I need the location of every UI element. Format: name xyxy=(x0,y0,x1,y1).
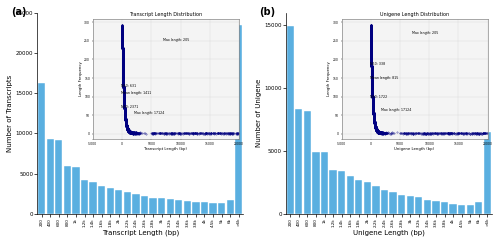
Bar xyxy=(90,182,96,214)
Bar xyxy=(115,190,122,214)
Bar xyxy=(432,201,440,214)
Y-axis label: Number of Transcripts: Number of Transcripts xyxy=(7,75,13,152)
Bar xyxy=(330,170,337,214)
Text: (a): (a) xyxy=(10,7,26,17)
Bar xyxy=(364,182,371,214)
Bar xyxy=(175,200,182,214)
Y-axis label: Number of Unigene: Number of Unigene xyxy=(256,79,262,147)
Bar xyxy=(441,202,448,214)
Bar xyxy=(55,140,62,214)
Bar xyxy=(132,194,140,214)
Bar xyxy=(312,152,320,214)
Bar xyxy=(210,203,216,214)
Bar xyxy=(286,26,294,214)
Bar xyxy=(184,201,191,214)
Bar xyxy=(450,204,456,214)
Bar xyxy=(235,25,242,214)
Bar xyxy=(372,186,380,214)
Bar xyxy=(124,192,131,214)
Bar xyxy=(46,139,54,214)
Bar xyxy=(304,111,311,214)
Bar xyxy=(390,192,396,214)
Bar xyxy=(355,180,362,214)
Bar xyxy=(381,190,388,214)
Bar xyxy=(166,199,174,214)
Bar xyxy=(201,202,208,214)
Bar xyxy=(484,132,491,214)
Bar xyxy=(338,171,345,214)
Bar xyxy=(415,197,422,214)
Bar xyxy=(64,166,71,214)
X-axis label: Unigene Length (bp): Unigene Length (bp) xyxy=(353,230,425,236)
Bar xyxy=(192,202,200,214)
X-axis label: Transcript Length (bp): Transcript Length (bp) xyxy=(102,230,179,236)
Bar xyxy=(81,180,88,214)
Bar xyxy=(218,203,226,214)
Bar xyxy=(141,196,148,214)
Bar xyxy=(72,167,80,214)
Bar xyxy=(424,200,431,214)
Bar xyxy=(150,198,156,214)
Bar xyxy=(466,205,474,214)
Bar xyxy=(158,199,166,214)
Bar xyxy=(475,202,482,214)
Bar xyxy=(106,188,114,214)
Text: (b): (b) xyxy=(260,7,276,17)
Bar xyxy=(398,195,406,214)
Bar xyxy=(346,176,354,214)
Bar xyxy=(38,83,46,214)
Bar xyxy=(321,152,328,214)
Bar xyxy=(406,196,414,214)
Bar xyxy=(98,186,106,214)
Bar xyxy=(295,109,302,214)
Bar xyxy=(226,200,234,214)
Bar xyxy=(458,205,466,214)
